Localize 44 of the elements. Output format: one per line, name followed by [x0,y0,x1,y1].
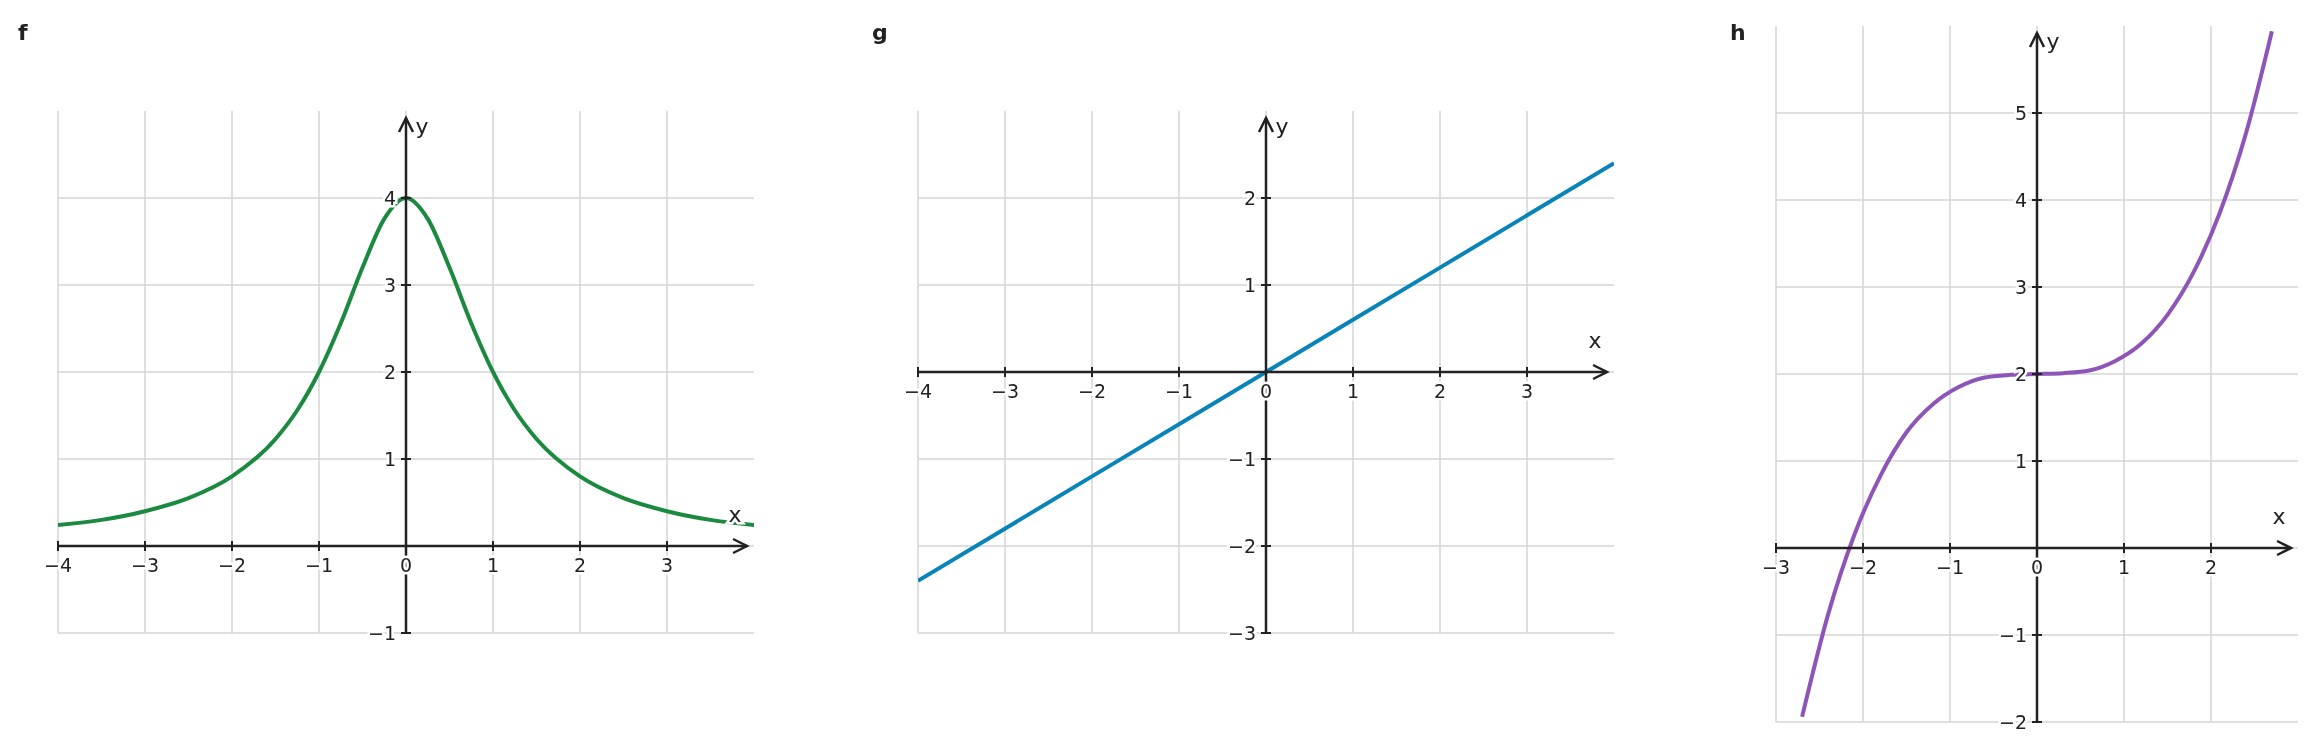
x-tick-label: 3 [660,554,674,576]
x-tick-label: −3 [130,554,160,576]
x-tick-label: 1 [1346,380,1360,402]
chart-title: f [18,20,28,45]
x-tick-label: −1 [1164,380,1194,402]
y-tick-label: 4 [383,187,396,209]
y-axis-title: y [1275,113,1289,139]
y-tick-label: 1 [383,448,396,470]
y-tick-label: 2 [383,361,396,383]
y-tick-label: 1 [2014,450,2027,472]
x-tick-label: −1 [1935,556,1965,578]
x-axis-title: x [1588,328,1602,353]
x-tick-label: 2 [2204,556,2218,578]
y-tick-label: 1 [1243,274,1256,296]
y-tick-label: −2 [1227,535,1256,557]
y-tick-label: −1 [1998,624,2027,646]
chart-title: h [1730,20,1746,45]
y-tick-label: −2 [1998,711,2027,733]
x-tick-label: −3 [1761,556,1791,578]
y-tick-label: 4 [2014,189,2027,211]
y-tick-label: 3 [2014,276,2027,298]
x-tick-label: −2 [1077,380,1107,402]
y-axis-title: y [2046,28,2060,54]
x-tick-label: 1 [486,554,500,576]
y-tick-label: 2 [1243,187,1256,209]
x-axis-title: x [2272,504,2286,529]
x-tick-label: −4 [43,554,73,576]
x-axis-title: x [728,502,742,527]
chart-title: g [872,20,888,45]
x-tick-label: −2 [1848,556,1878,578]
x-tick-label: −3 [990,380,1020,402]
y-axis-title: y [415,113,429,139]
y-tick-label: −3 [1227,622,1256,644]
x-tick-label: −2 [217,554,247,576]
y-tick-label: −1 [1227,448,1256,470]
x-tick-label: 3 [1520,380,1534,402]
y-tick-label: 5 [2014,102,2027,124]
y-tick-label: 3 [383,274,396,296]
y-tick-label: −1 [367,622,396,644]
x-tick-label: 2 [1433,380,1447,402]
x-tick-label: −4 [903,380,933,402]
x-tick-label: 2 [573,554,587,576]
x-tick-label: −1 [304,554,334,576]
x-tick-label: 1 [2117,556,2131,578]
